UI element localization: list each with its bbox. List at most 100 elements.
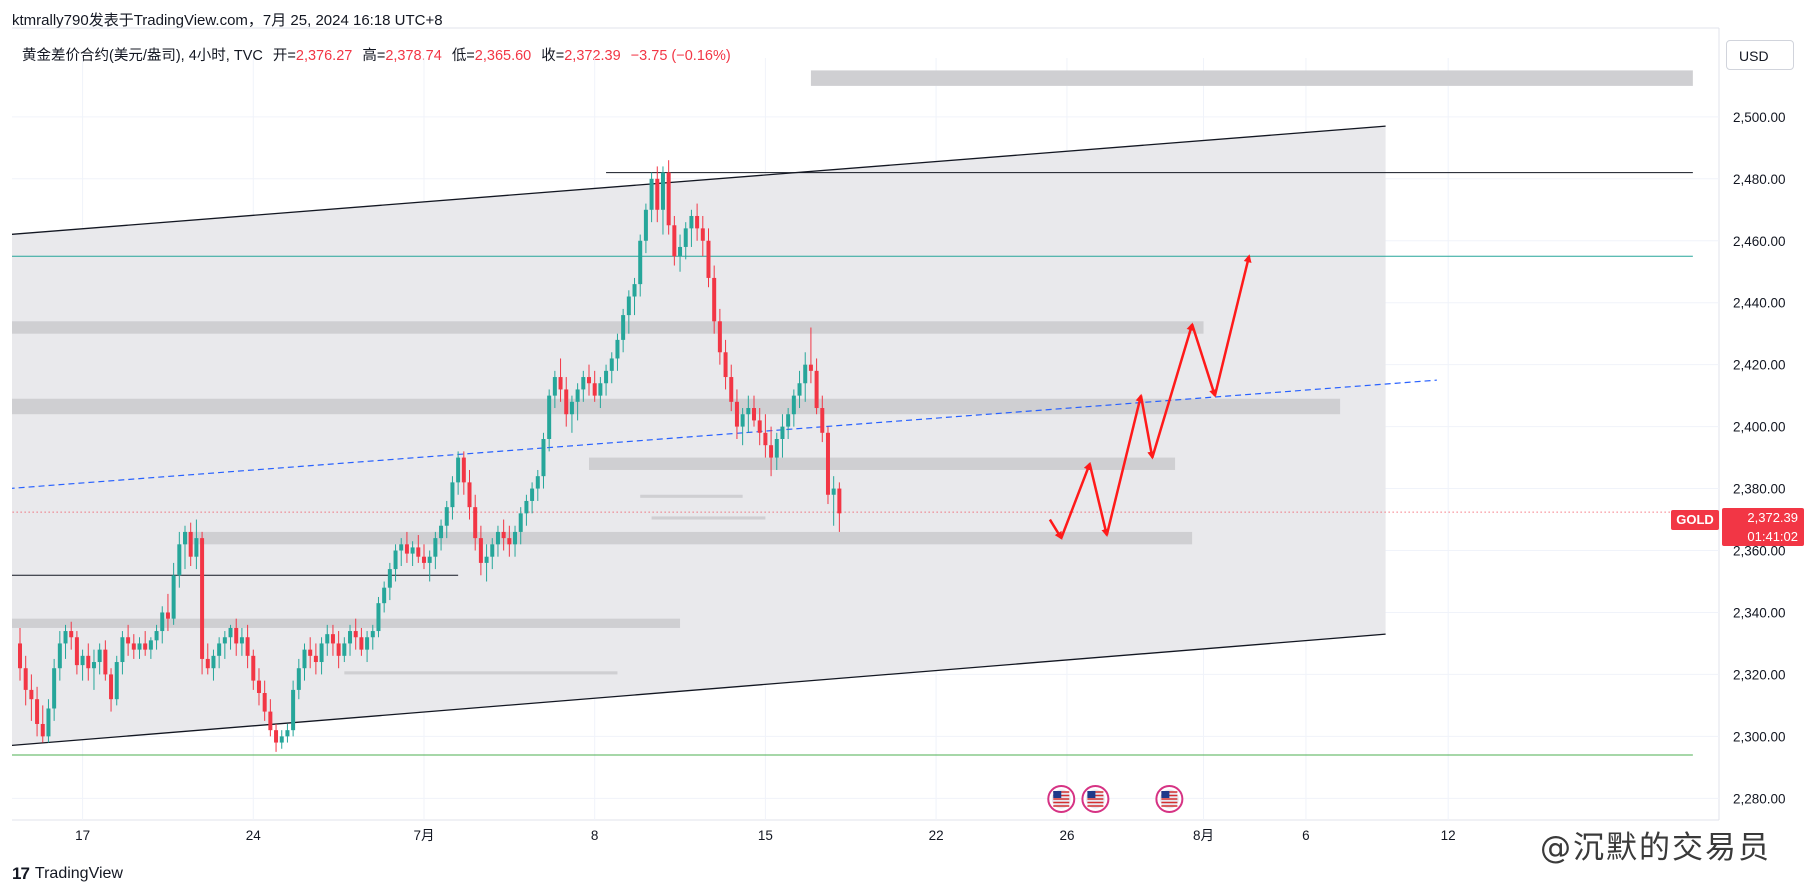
candle-body: [120, 637, 125, 663]
y-tick-label: 2,360.00: [1733, 544, 1786, 559]
tradingview-branding[interactable]: 17 TradingView: [12, 864, 123, 884]
candle-body: [808, 364, 813, 371]
candle-body: [524, 500, 529, 514]
candle-body: [177, 544, 182, 576]
candle-body: [632, 284, 637, 297]
candle-body: [239, 637, 244, 644]
candle-body: [421, 556, 426, 563]
candle-body: [780, 426, 785, 439]
x-tick-label: 7月: [413, 828, 434, 843]
x-tick-label: 8: [591, 828, 599, 843]
candle-body: [165, 612, 170, 619]
candle-body: [717, 321, 722, 353]
projection-arrow: [1088, 463, 1110, 537]
candle-body: [131, 643, 136, 650]
candle-body: [729, 377, 734, 402]
candle-body: [256, 680, 261, 693]
projection-arrow: [1213, 254, 1252, 396]
candle-body: [330, 634, 335, 644]
candle-body: [615, 339, 620, 359]
candle-body: [18, 643, 22, 669]
candle-body: [564, 389, 569, 415]
candle-body: [80, 655, 85, 666]
y-tick-label: 2,460.00: [1733, 234, 1786, 249]
y-tick-label: 2,320.00: [1733, 667, 1786, 682]
candle-body: [712, 277, 717, 322]
projection-arrow: [1048, 518, 1063, 540]
plot-area: [12, 70, 1693, 756]
y-tick-label: 2,280.00: [1733, 791, 1786, 806]
projection-arrow: [1060, 461, 1092, 539]
y-tick-label: 2,400.00: [1733, 420, 1786, 435]
x-tick-label: 26: [1059, 828, 1074, 843]
candle-body: [649, 178, 654, 210]
candle-body: [23, 668, 28, 690]
y-tick-label: 2,500.00: [1733, 110, 1786, 125]
open-value: 2,376.27: [295, 48, 353, 64]
candle-body: [399, 544, 404, 551]
y-tick-label: 2,440.00: [1733, 296, 1786, 311]
candle-body: [626, 296, 631, 316]
candle-body: [678, 246, 683, 257]
tradingview-logo-icon: 17: [12, 864, 30, 883]
candle-body: [353, 631, 358, 638]
publish-attribution: ktmrally790发表于TradingView.com，7月 25, 202…: [12, 12, 443, 29]
projection-arrow: [1105, 393, 1144, 536]
candle-body: [786, 414, 791, 427]
open-label: 开=: [272, 48, 296, 64]
candle-body: [205, 658, 210, 669]
candle-body: [148, 640, 153, 650]
candle-body: [740, 414, 745, 427]
candle-body: [228, 627, 233, 638]
candle-body: [234, 627, 239, 644]
candle-body: [450, 482, 455, 508]
candle-body: [387, 569, 392, 588]
candle-body: [456, 457, 461, 483]
candle-body: [621, 315, 626, 340]
candle-body: [52, 668, 57, 709]
candle-body: [797, 383, 802, 396]
candle-body: [211, 655, 216, 669]
low-label: 低=: [451, 48, 475, 64]
candle-body: [587, 377, 591, 384]
candle-body: [655, 178, 660, 210]
candle-body: [29, 689, 34, 700]
candle-body: [262, 693, 267, 712]
candle-body: [376, 603, 381, 632]
us-flag-event-icon: [1155, 785, 1184, 813]
candle-body: [461, 457, 466, 483]
candle-body: [825, 432, 830, 495]
candle-body: [57, 643, 62, 669]
support-resistance-zone: [344, 671, 618, 675]
candle-body: [467, 482, 472, 508]
channel-mid-line: [12, 379, 1437, 489]
support-resistance-zone: [185, 531, 1193, 545]
candle-body: [427, 556, 432, 563]
candle-body: [348, 631, 353, 644]
candle-body: [837, 488, 842, 514]
candle-body: [831, 488, 836, 495]
candle-body: [404, 544, 409, 554]
candle-body: [763, 432, 768, 446]
candle-body: [109, 674, 114, 700]
candle-body: [609, 358, 614, 371]
x-tick-label: 6: [1302, 828, 1310, 843]
candle-body: [63, 631, 68, 644]
candle-body: [268, 711, 273, 731]
currency-button[interactable]: USD: [1726, 40, 1794, 70]
channel-lower-line: [12, 633, 1386, 747]
candle-body: [689, 215, 694, 229]
candle-body: [69, 631, 74, 638]
candle-body: [222, 637, 227, 644]
candle-body: [552, 377, 557, 396]
y-tick-label: 2,420.00: [1733, 358, 1786, 373]
x-tick-label: 22: [929, 828, 944, 843]
candle-body: [46, 708, 51, 737]
candle-body: [439, 525, 444, 539]
support-resistance-zone: [12, 618, 681, 628]
candle-body: [319, 643, 324, 663]
candle-body: [103, 649, 108, 675]
candle-body: [114, 662, 119, 700]
candle-body: [774, 439, 779, 458]
